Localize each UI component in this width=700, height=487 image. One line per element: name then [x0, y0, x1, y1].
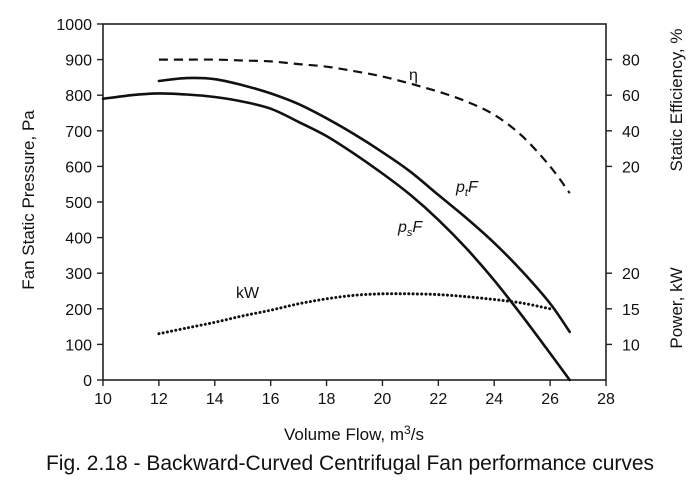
x-tick-label: 10	[94, 391, 112, 408]
x-tick-label: 12	[150, 391, 168, 408]
y-right-efficiency-title: Static Efficiency, %	[667, 29, 686, 172]
x-tick-label: 16	[262, 391, 280, 408]
ps-f-label: psF	[397, 219, 423, 239]
x-axis-title: Volume Flow, m3/s	[284, 423, 424, 444]
y-right-power-tick-label: 15	[622, 302, 640, 319]
x-tick-label: 18	[318, 391, 336, 408]
total-pressure-curve	[157, 76, 571, 334]
y-right-efficiency-tick-label: 20	[622, 159, 640, 176]
y-right-efficiency-tick-label: 60	[622, 88, 640, 105]
y-left-axis-title: Fan Static Pressure, Pa	[19, 110, 38, 290]
axis-ticks: 10 12 14 16 18 20 22 24 26 28 0 100 200 300 400 500 600 7…	[56, 17, 639, 408]
y-left-tick-label: 700	[65, 124, 92, 141]
x-tick-label: 22	[429, 391, 447, 408]
series-labels: ptF psF η kW	[236, 67, 479, 302]
y-left-tick-label: 900	[65, 53, 92, 70]
y-right-power-tick-label: 10	[622, 337, 640, 354]
y-right-power-title: Power, kW	[667, 267, 686, 348]
y-left-tick-label: 400	[65, 231, 92, 248]
y-right-efficiency-tick-label: 80	[622, 53, 640, 70]
y-right-power-tick-label: 20	[622, 266, 640, 283]
power-curve	[157, 292, 552, 336]
y-left-tick-label: 600	[65, 159, 92, 176]
figure-caption: Fig. 2.18 - Backward-Curved Centrifugal …	[45, 452, 655, 475]
y-left-tick-label: 1000	[56, 17, 92, 34]
pt-f-label: ptF	[455, 179, 479, 199]
x-tick-label: 28	[597, 391, 615, 408]
y-right-efficiency-tick-label: 40	[622, 124, 640, 141]
efficiency-curve	[158, 58, 571, 194]
kw-label: kW	[236, 285, 260, 302]
x-tick-label: 24	[485, 391, 503, 408]
static-pressure-curve	[101, 92, 571, 382]
x-tick-label: 14	[206, 391, 224, 408]
x-tick-label: 26	[541, 391, 559, 408]
data-series	[101, 58, 571, 382]
eta-label: η	[409, 67, 418, 84]
y-left-tick-label: 500	[65, 195, 92, 212]
y-left-tick-label: 800	[65, 88, 92, 105]
y-left-tick-label: 100	[65, 337, 92, 354]
y-left-tick-label: 300	[65, 266, 92, 283]
x-tick-label: 20	[374, 391, 392, 408]
y-left-tick-label: 0	[83, 373, 92, 390]
y-left-tick-label: 200	[65, 302, 92, 319]
